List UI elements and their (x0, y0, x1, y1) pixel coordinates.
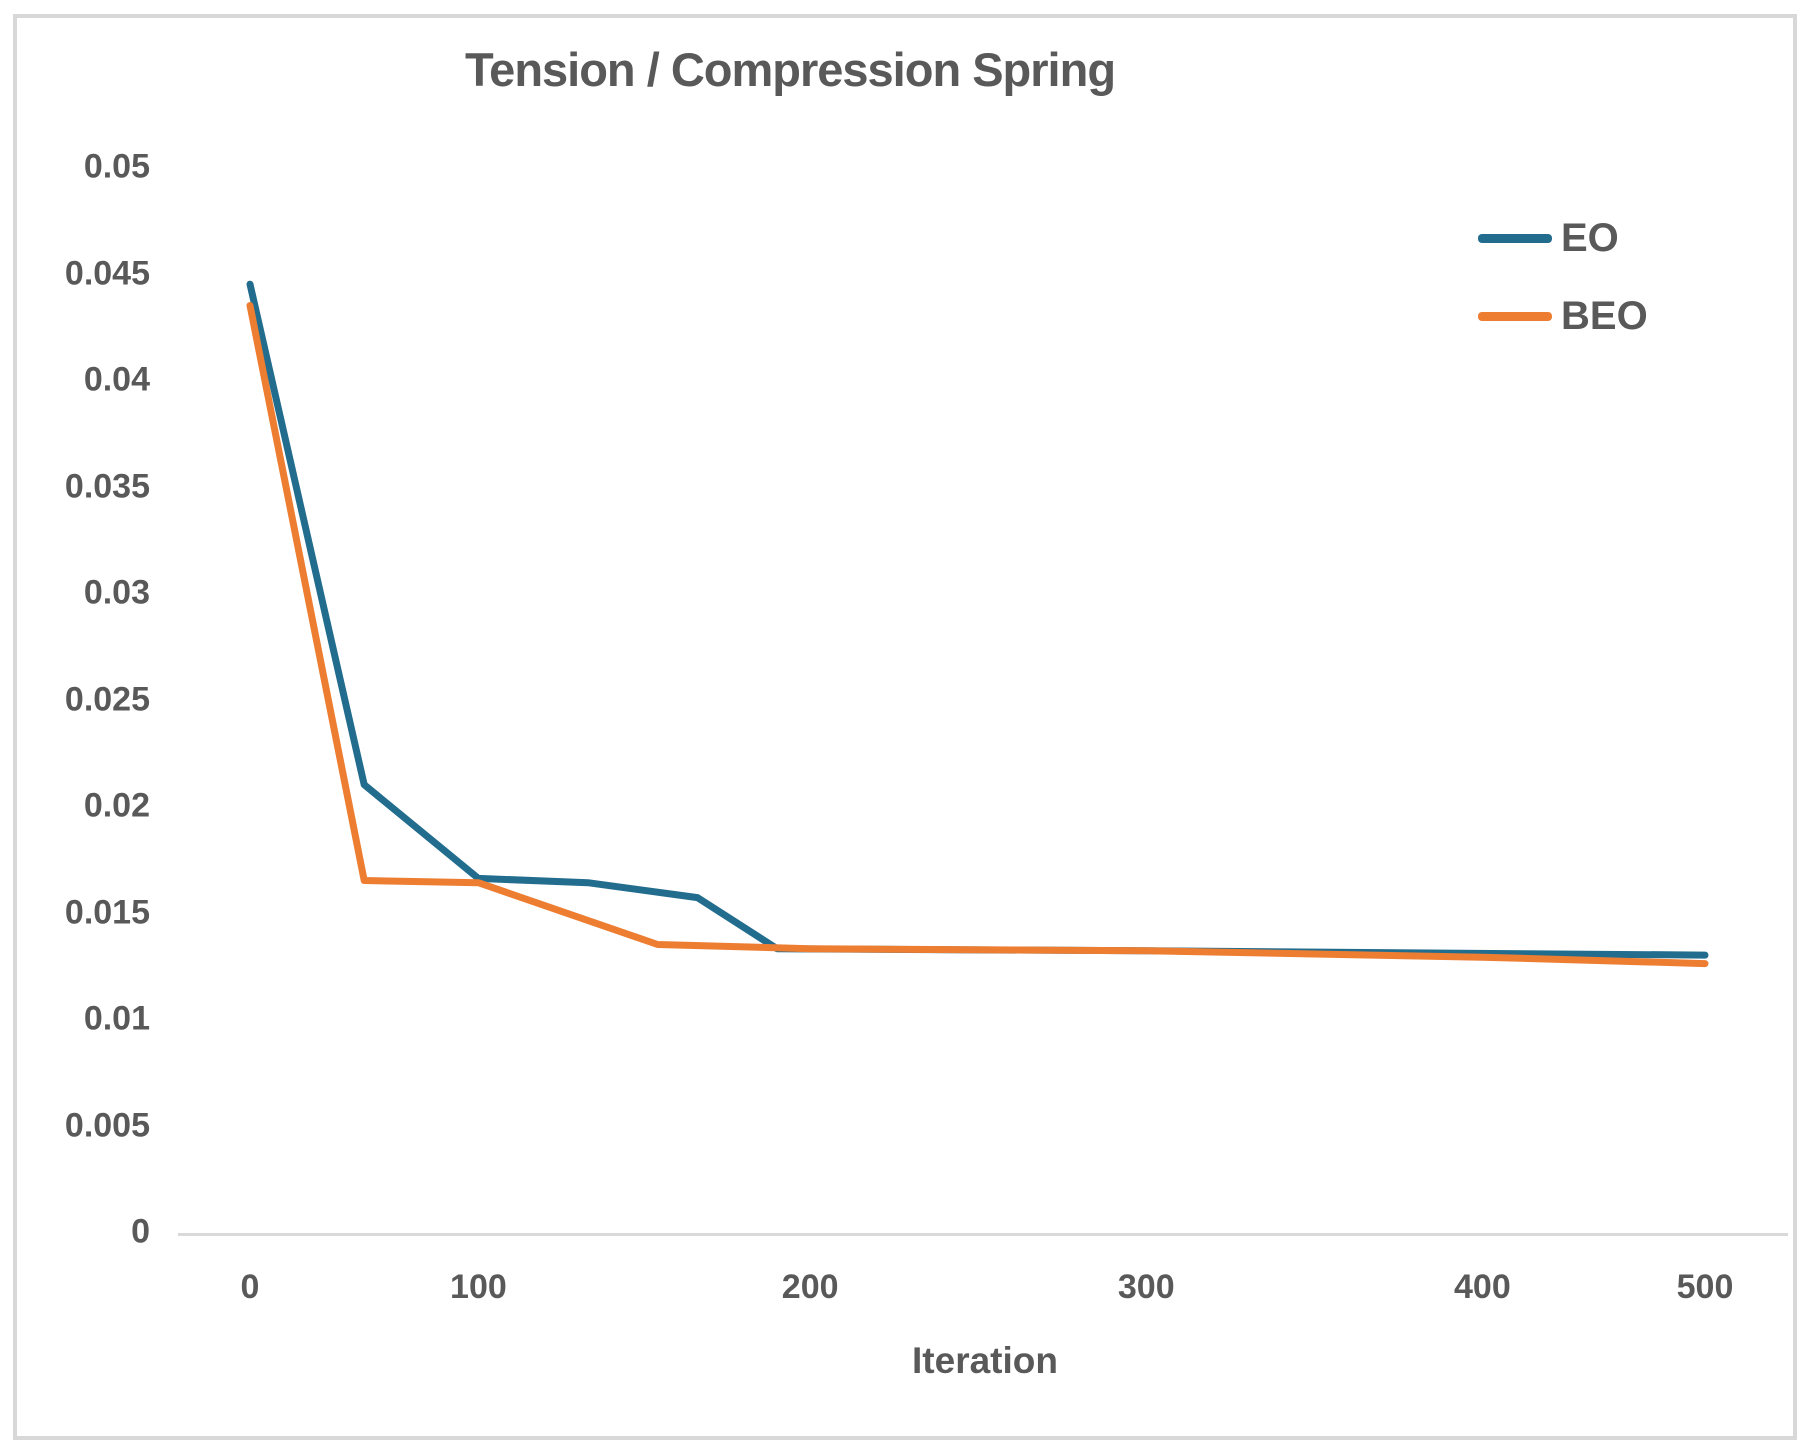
legend-entry-eo: EO (1478, 218, 1648, 258)
y-tick-label-0.045: 0.045 (64, 254, 150, 292)
x-tick-label-0: 0 (240, 1268, 260, 1306)
x-tick-label-300: 300 (1117, 1268, 1175, 1306)
eo-line-swatch-icon (1478, 233, 1552, 243)
y-tick-label-0.05: 0.05 (83, 147, 150, 186)
y-tick-label-0.04: 0.04 (83, 360, 150, 399)
series-line-beo (246, 302, 1709, 968)
y-tick-label-0.005: 0.005 (64, 1106, 150, 1144)
chart-title: Tension / Compression Spring (464, 43, 1116, 96)
beo-line-swatch-icon (1478, 311, 1552, 321)
x-tick-label-500: 500 (1676, 1268, 1734, 1306)
y-tick-label-0.03: 0.03 (83, 573, 150, 612)
legend-label-beo: BEO (1561, 294, 1648, 338)
y-tick-label-0.01: 0.01 (83, 999, 150, 1038)
y-tick-label-0: 0 (131, 1212, 150, 1251)
x-tick-label-200: 200 (781, 1268, 839, 1306)
legend-label-eo: EO (1561, 216, 1619, 260)
x-tick-label-400: 400 (1454, 1268, 1511, 1306)
y-tick-label-0.015: 0.015 (64, 893, 150, 931)
x-axis-line (178, 1233, 1788, 1236)
x-tick-label-100: 100 (450, 1268, 507, 1306)
y-tick-label-0.02: 0.02 (83, 786, 150, 825)
y-tick-label-0.025: 0.025 (64, 680, 150, 718)
series-line-eo (246, 280, 1709, 959)
legend: EO BEO (1478, 218, 1648, 374)
legend-entry-beo: BEO (1478, 296, 1648, 336)
y-tick-label-0.035: 0.035 (64, 467, 150, 505)
x-axis-title: Iteration (912, 1340, 1058, 1381)
